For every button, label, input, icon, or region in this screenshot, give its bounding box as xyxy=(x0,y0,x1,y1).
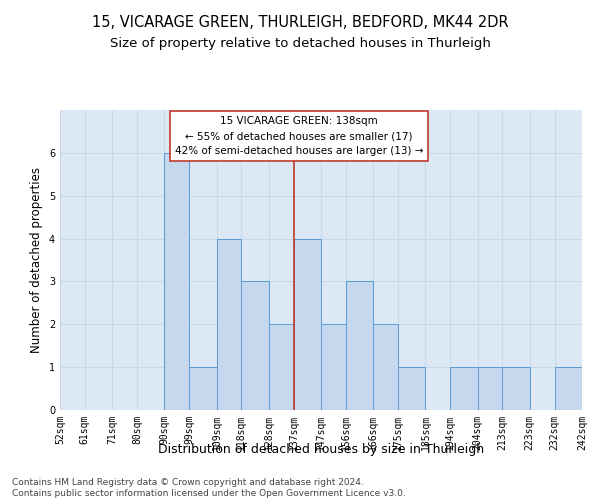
Text: Distribution of detached houses by size in Thurleigh: Distribution of detached houses by size … xyxy=(158,442,484,456)
Bar xyxy=(346,282,373,410)
Bar xyxy=(398,367,425,410)
Text: Contains HM Land Registry data © Crown copyright and database right 2024.
Contai: Contains HM Land Registry data © Crown c… xyxy=(12,478,406,498)
Bar xyxy=(269,324,293,410)
Text: 15, VICARAGE GREEN, THURLEIGH, BEDFORD, MK44 2DR: 15, VICARAGE GREEN, THURLEIGH, BEDFORD, … xyxy=(92,15,508,30)
Bar xyxy=(450,367,478,410)
Bar xyxy=(189,367,217,410)
Bar xyxy=(321,324,346,410)
Bar xyxy=(293,238,321,410)
Bar xyxy=(554,367,582,410)
Text: Size of property relative to detached houses in Thurleigh: Size of property relative to detached ho… xyxy=(110,38,490,51)
Bar xyxy=(164,153,189,410)
Y-axis label: Number of detached properties: Number of detached properties xyxy=(31,167,43,353)
Text: 15 VICARAGE GREEN: 138sqm
← 55% of detached houses are smaller (17)
42% of semi-: 15 VICARAGE GREEN: 138sqm ← 55% of detac… xyxy=(175,116,423,156)
Bar xyxy=(241,282,269,410)
Bar xyxy=(502,367,530,410)
Bar xyxy=(373,324,398,410)
Bar xyxy=(217,238,241,410)
Bar xyxy=(478,367,502,410)
